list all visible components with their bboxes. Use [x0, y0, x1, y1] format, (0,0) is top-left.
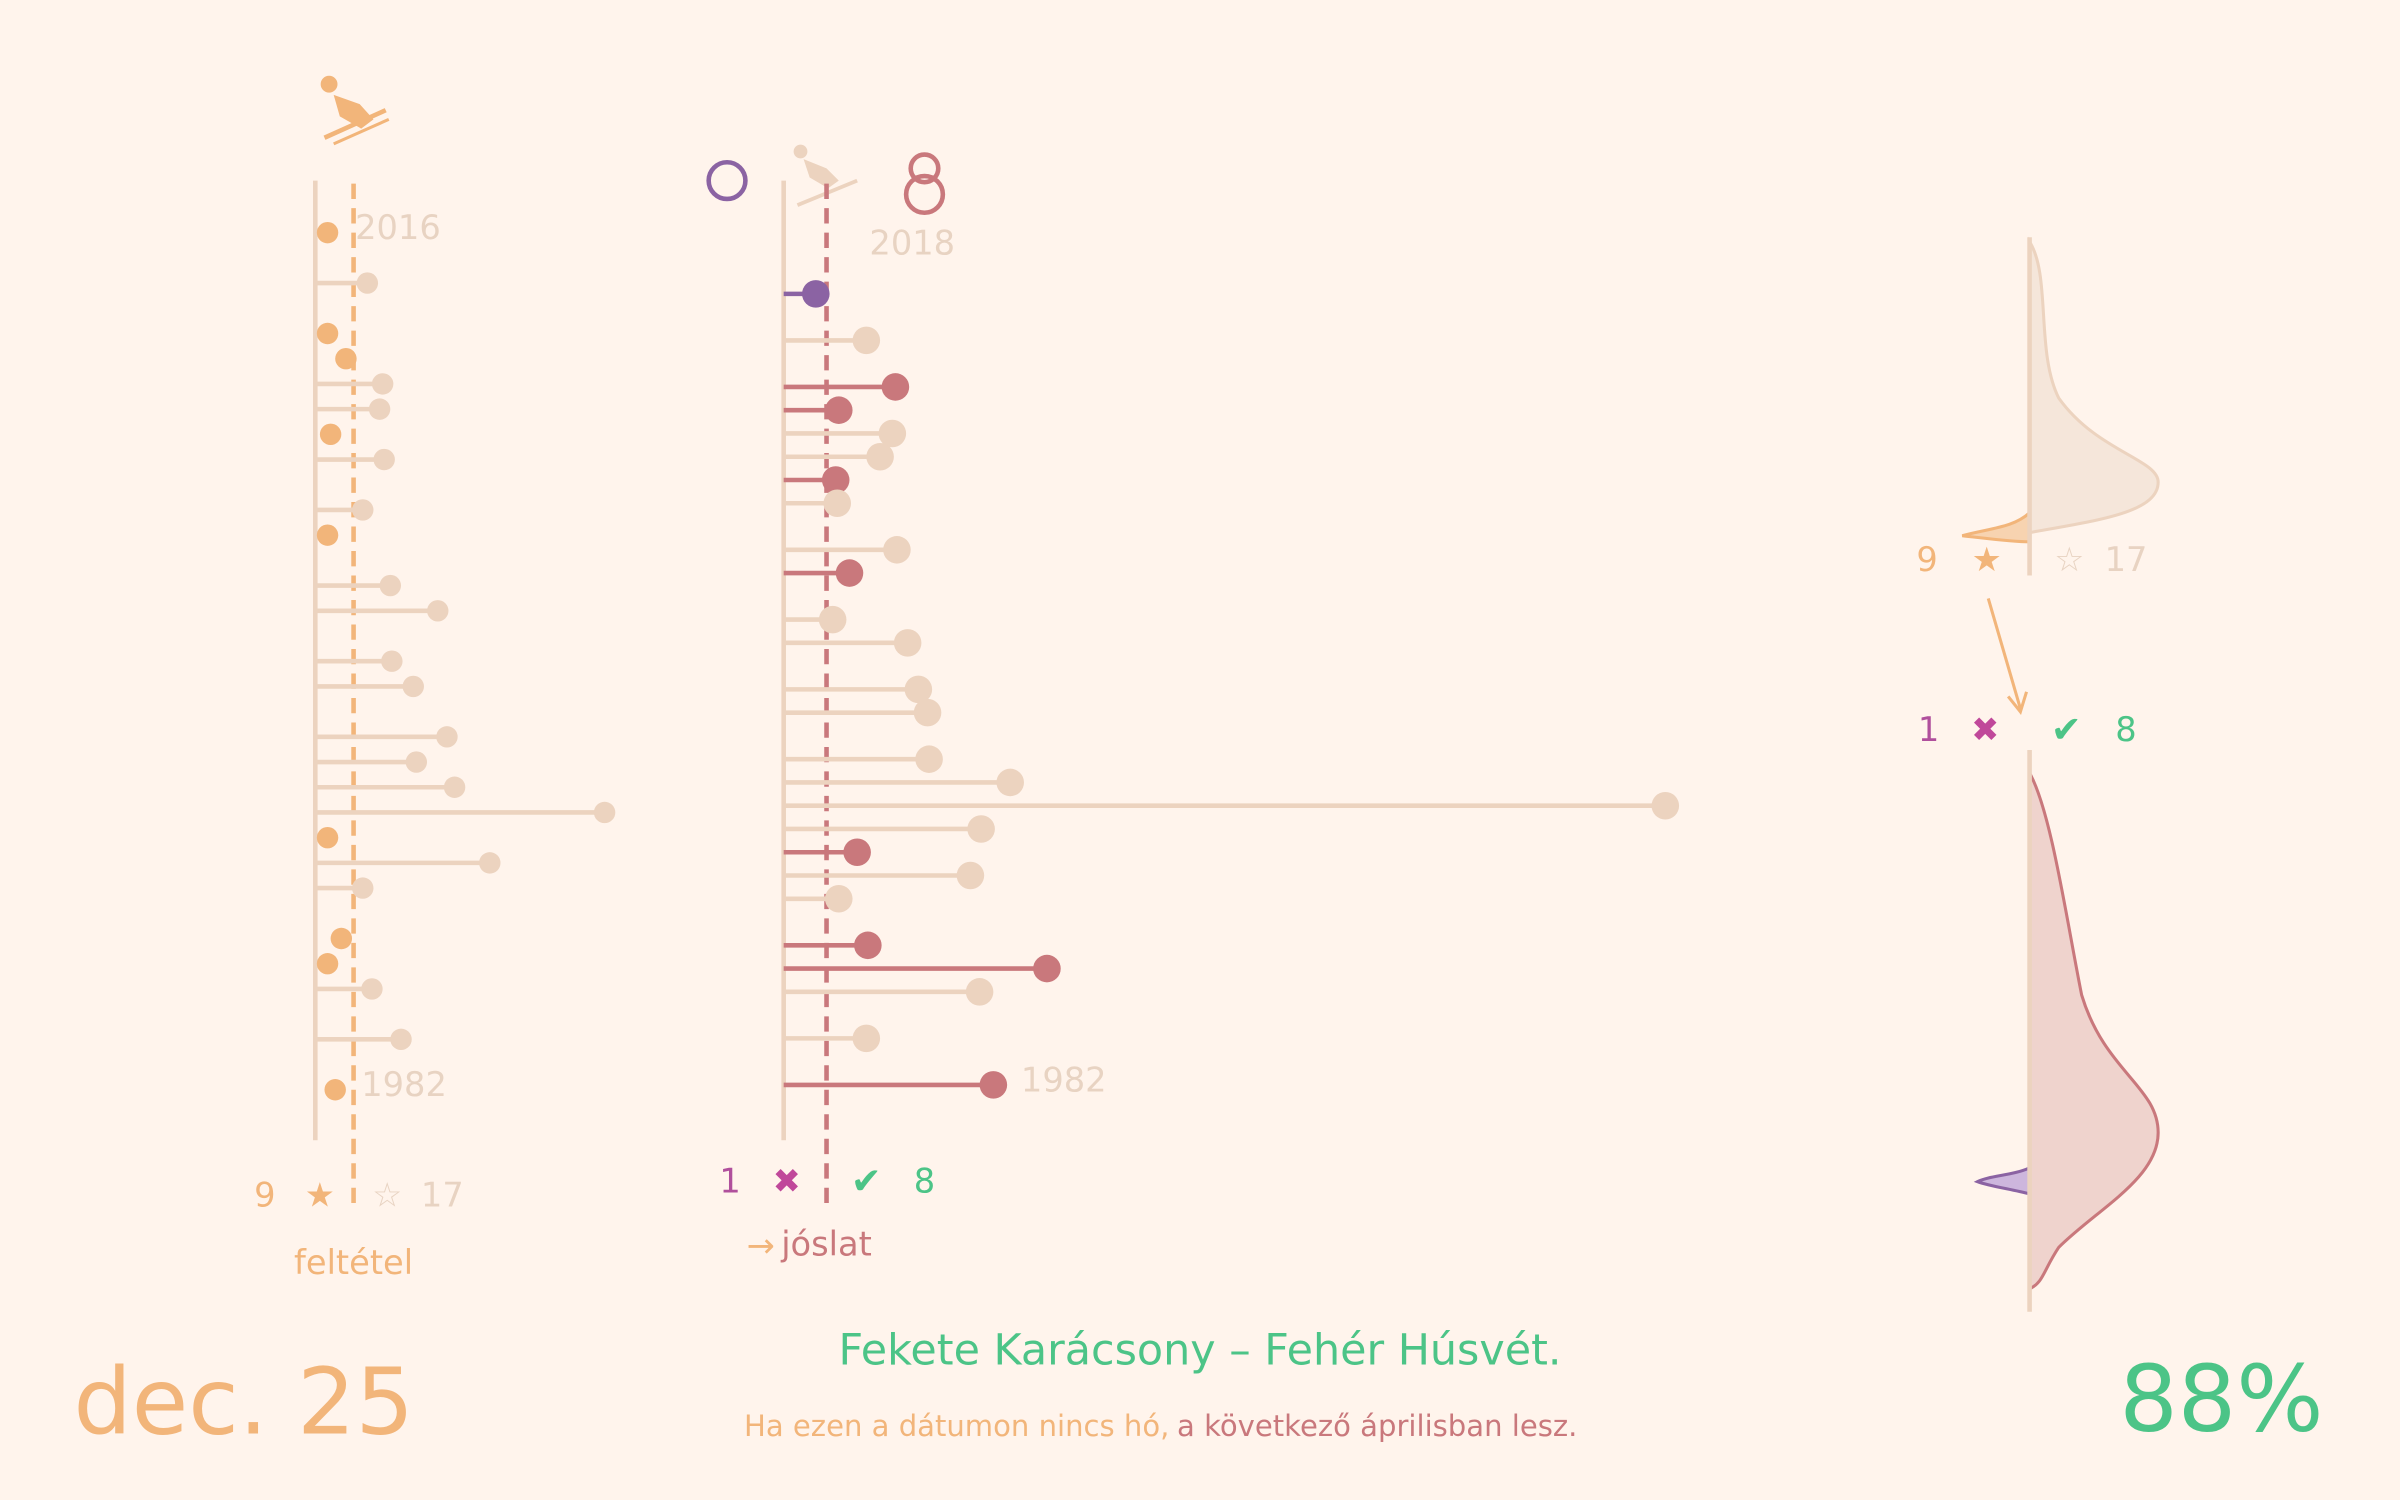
density — [2028, 236, 2160, 535]
panel-label: feltétel — [294, 1243, 413, 1282]
dot — [1033, 954, 1061, 983]
snowman-icon — [903, 152, 946, 216]
density — [2028, 767, 2160, 1292]
dot — [996, 768, 1024, 797]
skier-icon — [320, 75, 390, 146]
symbol: ✔ — [851, 1160, 882, 1203]
dot — [335, 347, 357, 370]
count: 1 — [719, 1162, 740, 1201]
dot — [821, 466, 850, 494]
dot — [373, 448, 395, 471]
year-label: 2018 — [869, 223, 955, 262]
dot — [316, 826, 339, 849]
dot — [852, 326, 881, 355]
dot — [904, 675, 933, 704]
dot — [316, 524, 339, 546]
panel-label: jóslat — [780, 1224, 872, 1263]
dot — [1651, 791, 1680, 820]
dot — [352, 877, 374, 899]
arrow: → — [747, 1226, 775, 1265]
dot — [866, 442, 894, 471]
dot — [593, 801, 616, 824]
dot — [913, 698, 942, 727]
symbol: ★ — [305, 1175, 335, 1214]
title: Fekete Karácsony – Fehér Húsvét. — [838, 1326, 1561, 1376]
subtitle: Ha ezen a dátumon nincs hó, — [744, 1409, 1169, 1443]
dot — [361, 978, 383, 1000]
dot — [967, 815, 995, 843]
symbol: ★ — [1972, 540, 2002, 579]
density — [1961, 509, 2032, 544]
dot — [402, 675, 424, 698]
symbol: ✖ — [773, 1162, 801, 1201]
symbol: ☆ — [2054, 540, 2084, 579]
date: dec. 25 — [73, 1349, 414, 1456]
count: 17 — [2105, 540, 2148, 579]
dot — [316, 221, 339, 244]
dot — [979, 1071, 1008, 1099]
dot — [330, 927, 353, 950]
dot — [878, 419, 907, 448]
year-label: 1982 — [1021, 1061, 1107, 1100]
dot — [379, 574, 402, 597]
dot — [825, 885, 853, 913]
symbol: ✖ — [1971, 710, 1999, 749]
count: 9 — [254, 1175, 275, 1214]
dot — [881, 373, 910, 401]
dot — [479, 852, 501, 874]
dot — [893, 629, 922, 657]
circle-icon — [706, 159, 748, 202]
percent: 88% — [2119, 1345, 2323, 1452]
dot — [852, 1024, 881, 1053]
dot — [818, 605, 847, 634]
symbol: ✔ — [2051, 708, 2082, 751]
dot — [319, 423, 342, 446]
count: 8 — [914, 1162, 935, 1201]
dot — [427, 600, 449, 622]
count: 17 — [421, 1175, 464, 1214]
dot — [835, 559, 864, 587]
dot — [324, 1079, 346, 1101]
dot — [854, 931, 882, 960]
dot — [965, 978, 994, 1006]
dot — [390, 1028, 412, 1051]
dot — [316, 953, 339, 975]
dot — [915, 745, 943, 773]
year-label: 2016 — [355, 208, 441, 247]
subtitle: a következő áprilisban lesz. — [1177, 1409, 1577, 1443]
symbol: ☆ — [372, 1175, 402, 1214]
dot — [436, 726, 458, 748]
dot — [443, 776, 466, 798]
dot — [356, 272, 379, 294]
density — [1973, 1165, 2032, 1196]
dot — [883, 536, 911, 564]
dot — [368, 398, 391, 420]
count: 8 — [2115, 710, 2136, 749]
dot — [956, 861, 985, 890]
arrow — [1986, 598, 2028, 715]
dot — [405, 751, 428, 773]
count: 9 — [1916, 540, 1937, 579]
dot — [825, 396, 853, 424]
dot — [371, 373, 394, 395]
dot — [352, 499, 374, 521]
dot — [802, 280, 830, 308]
dot — [381, 650, 403, 672]
dot — [316, 322, 339, 345]
dot — [823, 489, 852, 518]
count: 1 — [1918, 710, 1939, 749]
year-label: 1982 — [361, 1065, 447, 1104]
dot — [843, 838, 871, 867]
